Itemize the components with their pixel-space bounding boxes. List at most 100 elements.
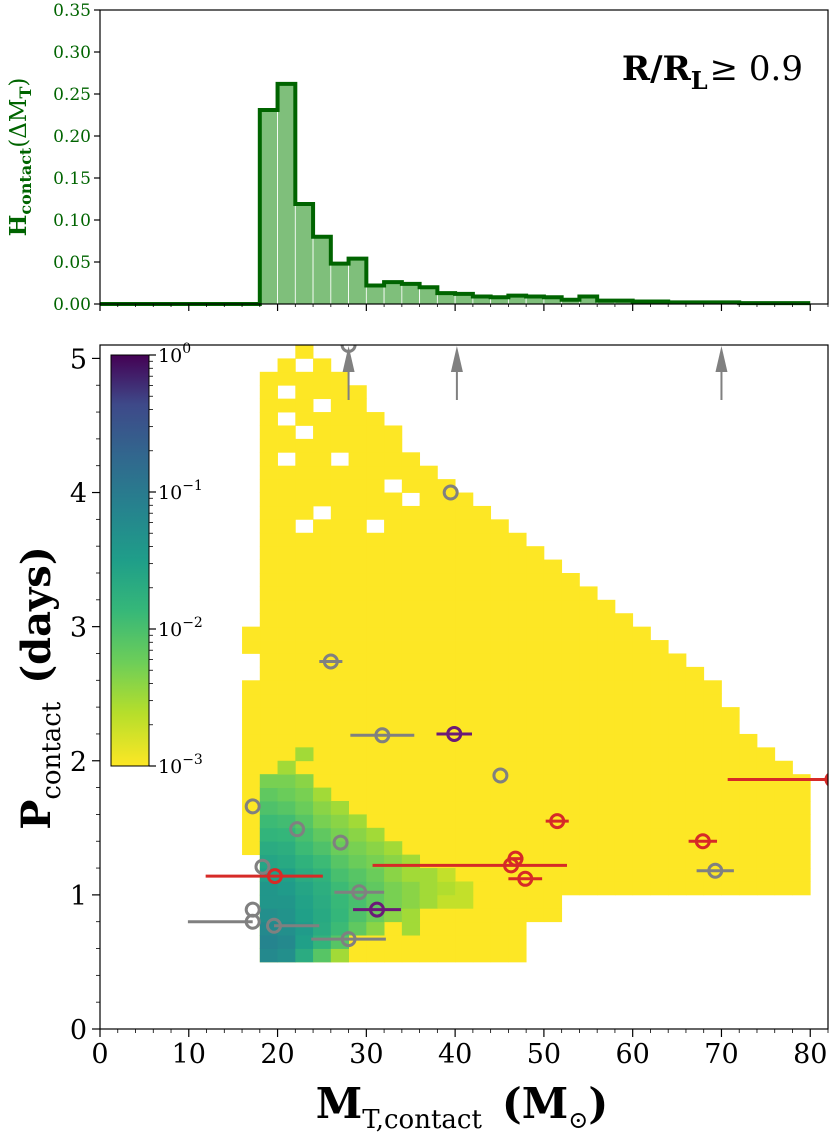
- heatmap-cell: [455, 787, 474, 802]
- heatmap-cell: [348, 948, 367, 963]
- heatmap-cell: [650, 640, 669, 654]
- heatmap-cell: [313, 680, 332, 695]
- heatmap-cell: [579, 814, 598, 829]
- heatmap-cell: [366, 720, 385, 735]
- heatmap-cell: [472, 881, 492, 896]
- heatmap-cell: [259, 586, 278, 601]
- heatmap-cell: [455, 532, 474, 547]
- heatmap-cell: [526, 774, 545, 788]
- heatmap-cell: [650, 774, 669, 788]
- heatmap-cell: [313, 599, 332, 614]
- heatmap-cell: [384, 519, 403, 534]
- heatmap-cell: [526, 546, 545, 560]
- heatmap-cell: [330, 720, 349, 735]
- heatmap-cell: [668, 693, 687, 708]
- histogram-y-tick-label: 0.00: [53, 295, 91, 315]
- heatmap-cell: [490, 868, 509, 882]
- heatmap-cell: [756, 760, 776, 775]
- heatmap-cell: [437, 827, 456, 842]
- heatmap-cell: [543, 868, 563, 882]
- heatmap-cell: [650, 733, 669, 748]
- heatmap-cell: [330, 599, 349, 614]
- heatmap-density-cell: [295, 854, 314, 869]
- heatmap-cell: [259, 680, 278, 695]
- heatmap-cell: [472, 948, 492, 963]
- heatmap-cell: [313, 760, 332, 775]
- heatmap-cell: [259, 425, 278, 440]
- heatmap-cell: [614, 774, 634, 788]
- heatmap-cell: [419, 774, 438, 788]
- heatmap-cell: [455, 546, 474, 560]
- heatmap-cell: [437, 505, 456, 520]
- heatmap-cell: [614, 693, 634, 708]
- heatmap-cell: [401, 707, 421, 721]
- heatmap-cell: [703, 760, 722, 775]
- histogram-panel: 0.00 0.05 0.10 0.15 0.20 0.25 0.30 0.35 Hcontac…: [5, 1, 829, 315]
- heatmap-cell: [401, 626, 421, 641]
- heatmap-cell: [295, 599, 314, 614]
- observed-systems-errorbars: [187, 660, 828, 941]
- heatmap-cell: [490, 599, 509, 614]
- heatmap-density-cell: [259, 827, 278, 842]
- heatmap-density-cell: [295, 921, 314, 936]
- histogram-bar: [312, 236, 332, 305]
- heatmap-cell: [579, 827, 598, 842]
- heatmap-cell: [455, 505, 474, 520]
- heatmap-cell: [561, 666, 580, 681]
- heatmap-cell: [579, 653, 598, 668]
- heatmap-cell: [472, 774, 492, 788]
- heatmap-cell: [455, 774, 474, 788]
- heatmap-cell: [259, 653, 278, 668]
- heatmap-cell: [437, 666, 456, 681]
- heatmap-cell: [419, 720, 438, 735]
- heatmap-cell: [668, 666, 687, 681]
- heatmap-density-cell: [295, 935, 314, 949]
- heatmap-cell: [792, 774, 811, 788]
- heatmap-cell: [543, 801, 563, 815]
- heatmap-cell: [437, 586, 456, 601]
- heatmap-cell: [455, 814, 474, 829]
- heatmap-cell: [703, 720, 722, 735]
- heatmap-cell: [437, 613, 456, 628]
- heatmap-cell: [650, 881, 669, 896]
- heatmap-cell: [401, 532, 421, 547]
- heatmap-density-cell: [313, 948, 332, 963]
- heatmap-cell: [295, 666, 314, 681]
- heatmap-cell: [650, 760, 669, 775]
- heatmap-cell: [259, 666, 278, 681]
- heatmap-cell: [668, 653, 687, 668]
- heatmap-cell: [419, 573, 438, 587]
- heatmap-cell: [597, 841, 616, 856]
- heatmap-cell: [437, 841, 456, 856]
- observed-system-marker: [368, 901, 385, 918]
- heatmap-density-cell: [455, 894, 474, 909]
- heatmap-cell: [295, 452, 314, 467]
- observed-system-marker: [492, 767, 509, 784]
- heatmap-cell: [526, 707, 545, 721]
- heatmap-cell: [401, 505, 421, 520]
- heatmap-cell: [650, 653, 669, 668]
- heatmap-cell: [685, 733, 705, 748]
- heatmap-cell: [774, 760, 793, 775]
- heatmap-cell: [739, 827, 758, 842]
- heatmap-cell: [508, 787, 527, 802]
- heatmap-cell: [597, 666, 616, 681]
- heatmap-cell: [384, 680, 403, 695]
- heatmap-cell: [508, 573, 527, 587]
- heatmap-cell: [330, 613, 349, 628]
- heatmap-cell: [366, 412, 385, 426]
- heatmap-cell: [419, 532, 438, 547]
- heatmap-cell: [756, 854, 776, 869]
- heatmap-cell: [508, 707, 527, 721]
- heatmap-cell: [437, 519, 456, 534]
- heatmap-cell: [614, 626, 634, 641]
- heatmap-cell: [277, 733, 296, 748]
- heatmap-cell: [508, 733, 527, 748]
- histogram-bars: [259, 83, 811, 305]
- heatmap-cell: [348, 412, 367, 426]
- heatmap-cell: [632, 666, 651, 681]
- heatmap-cell: [419, 586, 438, 601]
- heatmap-cell: [295, 345, 314, 359]
- heatmap-cell: [401, 827, 421, 842]
- heatmap-cell: [472, 908, 492, 923]
